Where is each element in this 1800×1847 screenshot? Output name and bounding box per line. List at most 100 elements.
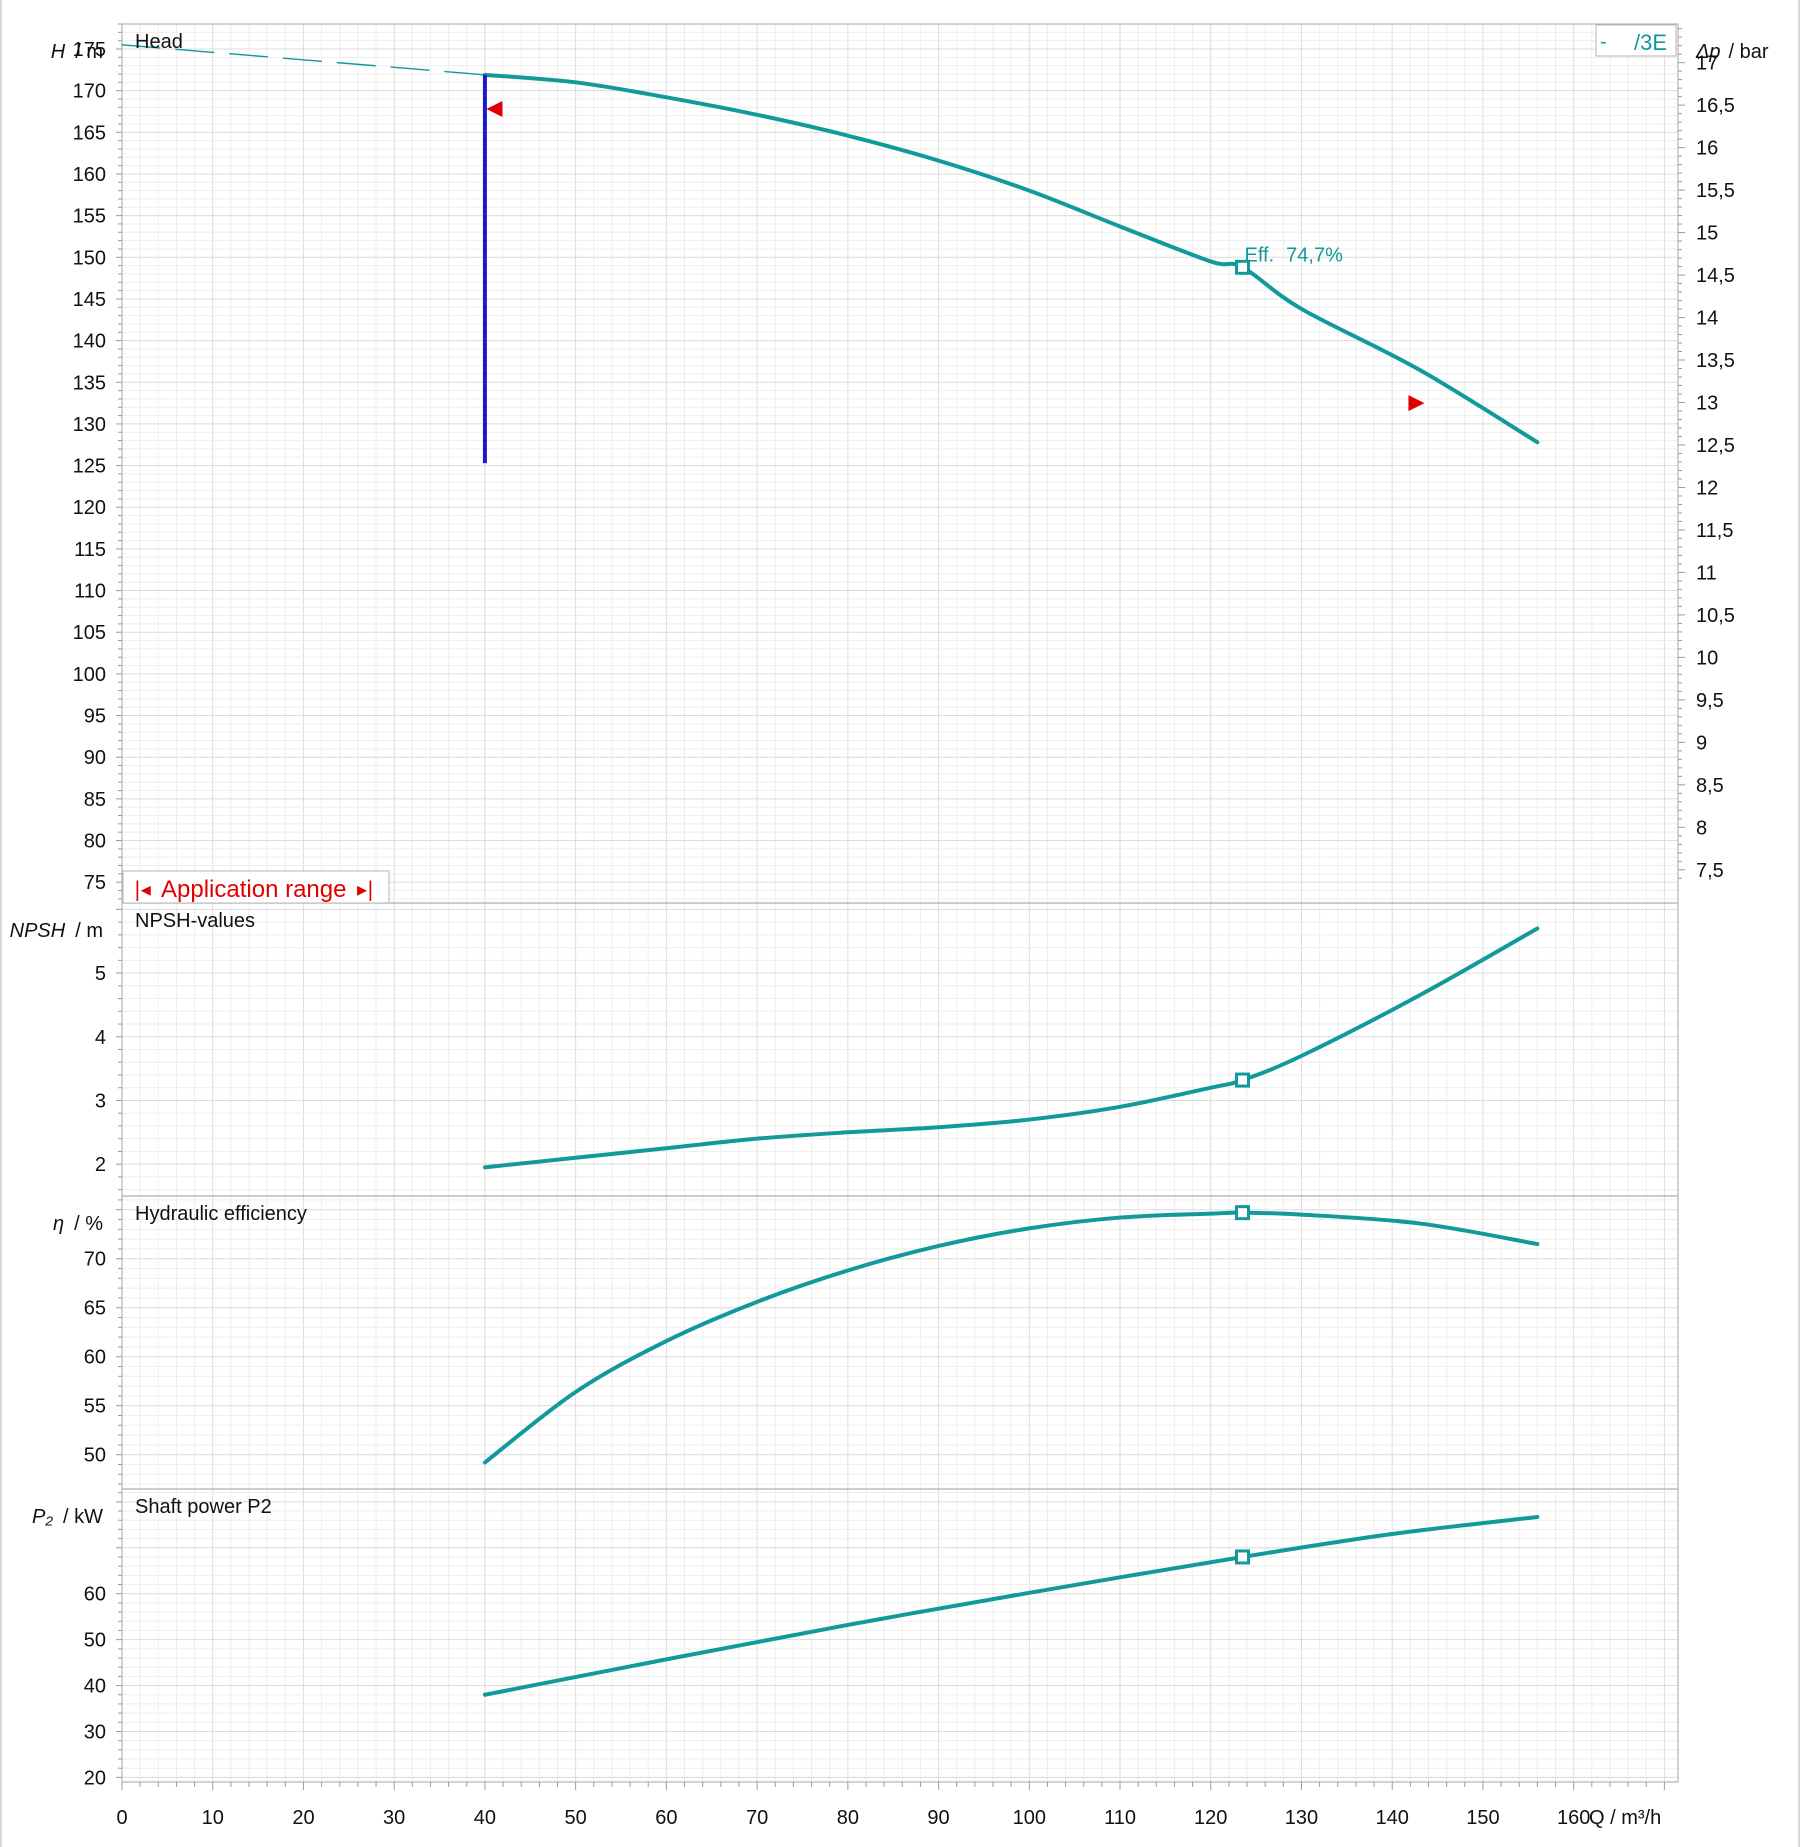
head-duty-point-marker — [1235, 259, 1251, 275]
x-tick-label: 120 — [1194, 1807, 1227, 1829]
efficiency-y-tick-label: 65 — [84, 1298, 106, 1320]
head-y-tick-label: 160 — [73, 164, 106, 186]
head-y-axis-label: H / m — [51, 41, 103, 63]
x-tick-label: 140 — [1376, 1807, 1409, 1829]
power-curve-solid — [482, 1515, 1540, 1697]
curves-layer — [121, 44, 1540, 1697]
head-curve-solid — [482, 72, 1540, 445]
head-y2-tick-label: 8,5 — [1696, 775, 1724, 797]
legend: - /3E — [1595, 24, 1677, 57]
x-tick-label: 80 — [837, 1807, 859, 1829]
head-y-tick-label: 120 — [73, 497, 106, 519]
head-y-tick-label: 130 — [73, 414, 106, 436]
range-end-marker — [1408, 395, 1425, 412]
x-tick-label: 0 — [116, 1807, 127, 1829]
legend-box — [1595, 24, 1677, 57]
efficiency-curve-solid — [482, 1210, 1540, 1465]
efficiency-panel-title: Hydraulic efficiency — [135, 1203, 307, 1225]
head-y2-tick-label: 14,5 — [1696, 265, 1735, 287]
head-y2-tick-label: 15 — [1696, 223, 1718, 245]
x-tick-label: 130 — [1285, 1807, 1318, 1829]
x-tick-label: 20 — [292, 1807, 314, 1829]
power-y-tick-label: 30 — [84, 1721, 106, 1743]
head-y-tick-label: 135 — [73, 372, 106, 394]
x-tick-label: 60 — [655, 1807, 677, 1829]
efficiency-duty-point-marker — [1235, 1205, 1251, 1221]
application-range-left-arrow: |◂ — [134, 877, 151, 901]
x-tick-label: 30 — [383, 1807, 405, 1829]
labels-layer: 7580859095100105110115120125130135140145… — [10, 31, 1769, 1829]
axis-ticks — [116, 23, 1685, 1790]
head-y2-tick-label: 13 — [1696, 392, 1718, 414]
head-y2-tick-label: 16 — [1696, 138, 1718, 160]
efficiency-y-axis-unit: / % — [74, 1213, 103, 1235]
head-y2-tick-label: 17 — [1696, 53, 1718, 75]
head-y-tick-label: 105 — [73, 622, 106, 644]
x-axis-label: Q / m³/h — [1589, 1807, 1661, 1829]
x-tick-label: 100 — [1013, 1807, 1046, 1829]
head-y-tick-label: 140 — [73, 331, 106, 353]
head-y-tick-label: 90 — [84, 747, 106, 769]
efficiency-y-axis-label: η / % — [53, 1213, 103, 1235]
head-y2-tick-label: 16,5 — [1696, 95, 1735, 117]
power-y-tick-label: 60 — [84, 1584, 106, 1606]
head-y2-tick-label: 7,5 — [1696, 860, 1724, 882]
npsh-y-tick-label: 5 — [95, 963, 106, 985]
efficiency-annotation-value: 74,7% — [1286, 244, 1343, 266]
npsh-y-tick-label: 3 — [95, 1090, 106, 1112]
power-y-tick-label: 50 — [84, 1630, 106, 1652]
efficiency-y-tick-label: 60 — [84, 1347, 106, 1369]
efficiency-annotation-label: Eff. — [1245, 244, 1275, 266]
x-tick-label: 160 — [1557, 1807, 1590, 1829]
npsh-y-axis-var: NPSH — [10, 920, 66, 942]
head-y2-tick-label: 12 — [1696, 477, 1718, 499]
application-range-right-arrow: ▸| — [357, 877, 374, 901]
head-y-tick-label: 80 — [84, 831, 106, 853]
x-tick-label: 10 — [202, 1807, 224, 1829]
head-y-tick-label: 155 — [73, 206, 106, 228]
x-tick-label: 90 — [927, 1807, 949, 1829]
head-y-tick-label: 125 — [73, 456, 106, 478]
x-tick-label: 110 — [1104, 1807, 1136, 1829]
npsh-duty-point-marker — [1235, 1072, 1251, 1088]
head-y-axis-unit: / m — [75, 41, 103, 63]
power-duty-point-marker — [1235, 1549, 1251, 1565]
head-y-tick-label: 115 — [74, 539, 106, 561]
head-y2-axis-unit: / bar — [1729, 41, 1769, 63]
head-y2-axis-label: Δp / bar — [1695, 41, 1769, 63]
x-tick-label: 40 — [474, 1807, 496, 1829]
head-y-tick-label: 85 — [84, 789, 106, 811]
head-y2-tick-label: 9 — [1696, 732, 1707, 754]
range-start-marker — [486, 100, 503, 117]
head-y-axis-var: H — [51, 41, 66, 63]
head-y2-tick-label: 12,5 — [1696, 435, 1735, 457]
npsh-y-tick-label: 2 — [95, 1154, 106, 1176]
efficiency-y-axis-var: η — [53, 1213, 64, 1235]
x-tick-label: 50 — [565, 1807, 587, 1829]
head-y-tick-label: 110 — [74, 581, 106, 603]
power-panel-title: Shaft power P2 — [135, 1496, 272, 1518]
power-panel-frame — [121, 1488, 1679, 1783]
head-y-tick-label: 175 — [73, 39, 106, 61]
head-y-tick-label: 150 — [73, 247, 106, 269]
head-y-tick-label: 95 — [84, 706, 106, 728]
head-y2-tick-label: 11 — [1696, 562, 1717, 584]
x-tick-label: 150 — [1466, 1807, 1499, 1829]
efficiency-y-tick-label: 55 — [84, 1396, 106, 1418]
head-y2-tick-label: 15,5 — [1696, 180, 1735, 202]
head-y-tick-label: 170 — [73, 81, 106, 103]
head-y2-axis-var: Δp — [1695, 41, 1721, 63]
x-tick-label: 70 — [746, 1807, 768, 1829]
npsh-panel-title: NPSH-values — [135, 910, 255, 932]
head-y2-tick-label: 11,5 — [1696, 520, 1733, 542]
panel-frames — [121, 23, 1679, 1783]
head-y2-tick-label: 13,5 — [1696, 350, 1735, 372]
application-range-label: Application range — [161, 876, 346, 903]
npsh-curve-solid — [482, 926, 1540, 1170]
power-y-tick-label: 40 — [84, 1676, 106, 1698]
head-y-tick-label: 165 — [73, 122, 106, 144]
head-y2-tick-label: 8 — [1696, 817, 1707, 839]
markers-layer — [486, 100, 1425, 1565]
head-y2-tick-label: 10,5 — [1696, 605, 1735, 627]
